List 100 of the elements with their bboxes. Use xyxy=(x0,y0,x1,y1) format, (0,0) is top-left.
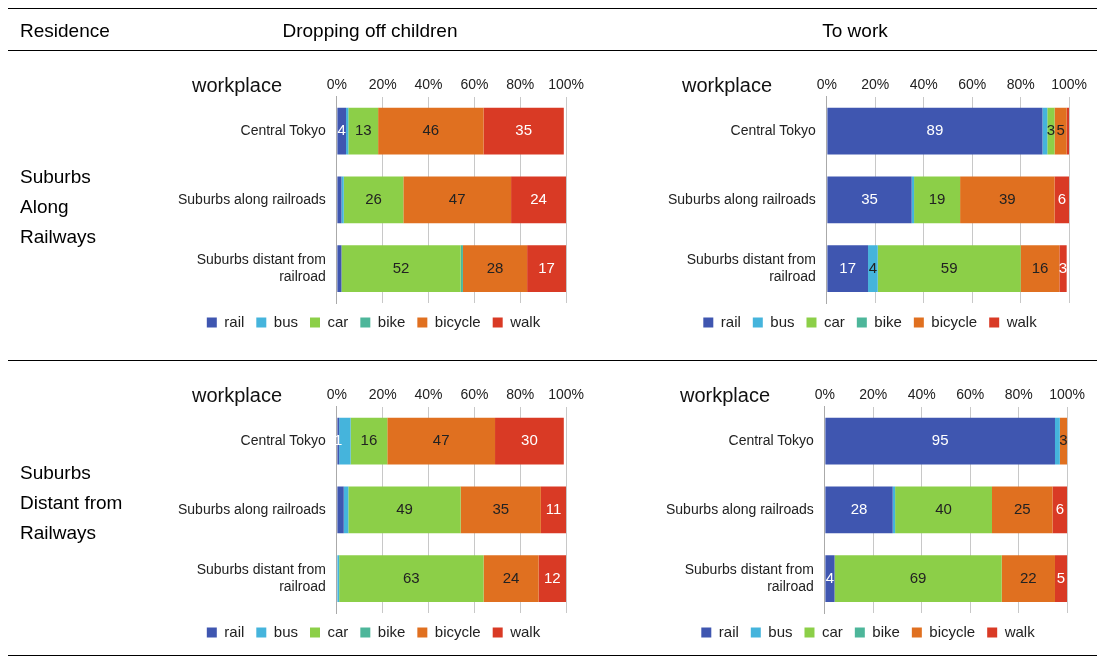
x-tick-label: 40% xyxy=(414,386,443,403)
data-label: 4 xyxy=(337,121,346,139)
data-label: 6 xyxy=(1057,190,1066,208)
bar xyxy=(341,176,344,224)
legend-label: rail xyxy=(718,622,739,640)
y-axis-title: workplace xyxy=(191,73,283,96)
bar xyxy=(483,555,539,602)
bar xyxy=(914,176,961,224)
bar xyxy=(527,245,567,292)
legend-label: rail xyxy=(224,622,245,640)
data-label: 17 xyxy=(538,258,555,276)
data-label: 28 xyxy=(850,500,868,518)
data-label: 69 xyxy=(909,568,927,586)
x-tick-label: 100% xyxy=(1049,386,1085,403)
x-tick-label: 80% xyxy=(506,386,535,403)
bar xyxy=(460,486,541,534)
data-label: 89 xyxy=(926,121,944,139)
bar xyxy=(343,176,404,224)
data-label: 30 xyxy=(521,431,538,449)
x-tick-label: 20% xyxy=(368,386,397,403)
bar xyxy=(825,555,835,602)
bar xyxy=(1042,107,1048,155)
legend-label: car xyxy=(823,312,845,330)
text: Residence xyxy=(20,19,111,43)
legend-label: bus xyxy=(273,312,298,330)
x-tick-label: 80% xyxy=(506,76,535,93)
data-label: 3 xyxy=(1046,121,1056,139)
bar xyxy=(387,417,496,465)
bar xyxy=(339,555,484,602)
bar xyxy=(1054,107,1067,155)
data-label: 4 xyxy=(825,568,835,586)
data-label: 24 xyxy=(530,190,547,208)
x-tick-label: 100% xyxy=(1051,76,1087,93)
data-label: 59 xyxy=(940,258,958,276)
bar xyxy=(1047,107,1055,155)
bar xyxy=(348,107,379,155)
data-label: 19 xyxy=(928,190,946,208)
x-tick-label: 60% xyxy=(460,386,489,403)
data-label: 35 xyxy=(492,500,510,518)
text: Suburbs Distant from Railways xyxy=(20,461,124,545)
y-axis-title: workplace xyxy=(679,383,771,406)
y-tick-label: Central Tokyo xyxy=(240,432,327,449)
data-label: 26 xyxy=(365,190,382,208)
data-label: 13 xyxy=(354,121,372,139)
x-tick-label: 0% xyxy=(814,386,835,403)
y-axis-title: workplace xyxy=(191,383,283,406)
bar xyxy=(511,176,567,224)
legend-label: bicycle xyxy=(931,312,978,330)
y-tick-label: Suburbs distant from railroad xyxy=(686,251,816,284)
bar xyxy=(895,486,993,534)
x-tick-label: 20% xyxy=(859,386,888,403)
legend-label: bus xyxy=(273,622,298,640)
legend-label: car xyxy=(327,312,349,330)
x-tick-label: 60% xyxy=(958,76,987,93)
x-tick-label: 20% xyxy=(861,76,890,93)
y-tick-label: Suburbs along railroads xyxy=(177,500,326,517)
data-label: 52 xyxy=(392,258,410,276)
bar xyxy=(337,486,344,534)
data-label: 3 xyxy=(1059,431,1068,449)
y-tick-label: Suburbs along railroads xyxy=(667,190,816,207)
legend-label: walk xyxy=(509,312,541,330)
y-tick-label: Suburbs distant from railroad xyxy=(684,561,814,594)
data-label: 25 xyxy=(1013,500,1031,518)
bar xyxy=(827,176,912,224)
legend-label: bicycle xyxy=(434,312,481,330)
data-label: 4 xyxy=(868,258,878,276)
bar xyxy=(378,107,484,155)
bar xyxy=(348,486,461,534)
x-tick-label: 40% xyxy=(414,76,443,93)
x-tick-label: 100% xyxy=(548,386,584,403)
legend-label: walk xyxy=(509,622,541,640)
legend-label: walk xyxy=(1005,312,1038,330)
data-label: 35 xyxy=(515,121,533,139)
legend-label: bus xyxy=(768,622,793,640)
legend-label: car xyxy=(821,622,843,640)
data-label: 24 xyxy=(502,568,520,586)
data-label: 28 xyxy=(486,258,504,276)
bar xyxy=(825,486,893,534)
data-label: 17 xyxy=(839,258,857,276)
bar xyxy=(1059,245,1067,292)
x-tick-label: 40% xyxy=(909,76,938,93)
y-tick-label: Central Tokyo xyxy=(240,122,327,139)
text: Suburbs Along Railways xyxy=(20,165,98,249)
bar xyxy=(1001,555,1055,602)
text: Dropping off children xyxy=(281,19,459,43)
y-tick-label: Suburbs along railroads xyxy=(177,190,326,207)
data-label: 46 xyxy=(422,121,440,139)
bar xyxy=(827,245,869,292)
bar xyxy=(992,486,1053,534)
y-tick-label: Suburbs along railroads xyxy=(665,500,814,517)
x-tick-label: 0% xyxy=(326,76,347,93)
bar xyxy=(825,417,1055,465)
bar xyxy=(538,555,567,602)
data-label: 39 xyxy=(998,190,1016,208)
legend-label: bike xyxy=(872,622,900,640)
bar xyxy=(495,417,564,465)
x-tick-label: 100% xyxy=(548,76,584,93)
bar xyxy=(834,555,1002,602)
x-tick-label: 60% xyxy=(956,386,985,403)
x-tick-label: 80% xyxy=(1004,386,1033,403)
